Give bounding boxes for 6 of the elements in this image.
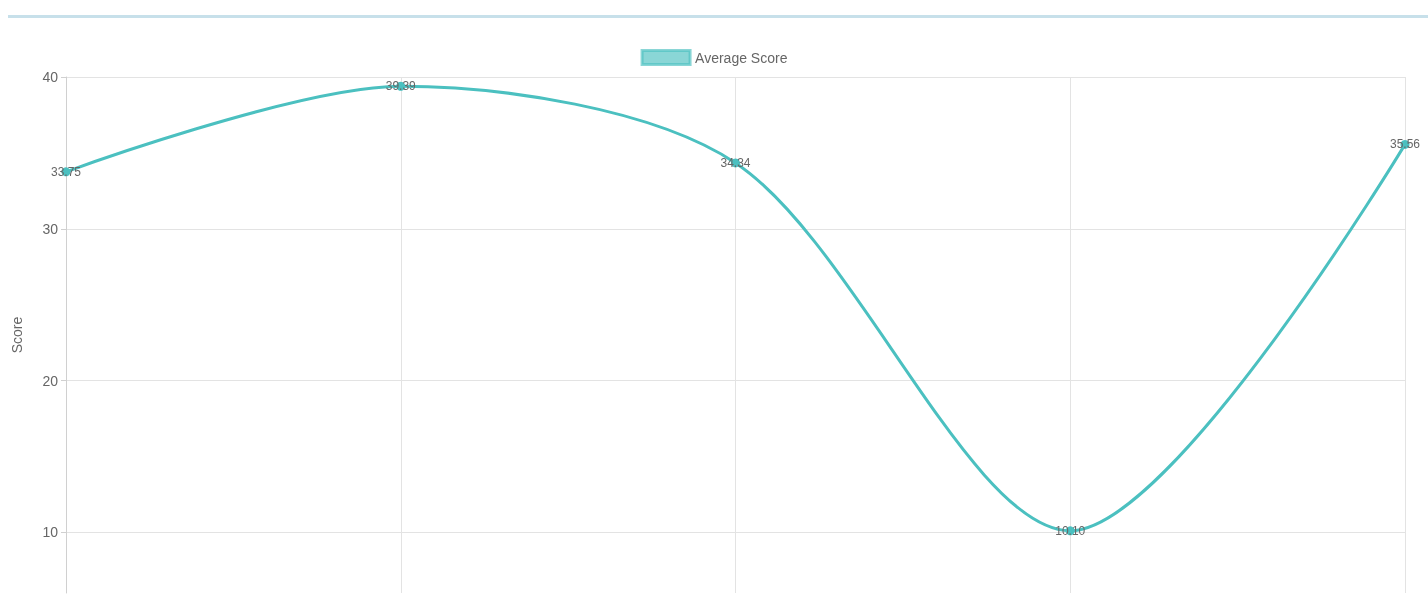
y-tick-label: 20 [42, 372, 59, 389]
y-tick-label: 40 [42, 69, 59, 85]
y-tick-label: 30 [42, 220, 59, 237]
legend-label: Average Score [695, 49, 788, 66]
y-tick-label: 10 [42, 524, 59, 541]
y-axis-title: Score [9, 316, 25, 354]
